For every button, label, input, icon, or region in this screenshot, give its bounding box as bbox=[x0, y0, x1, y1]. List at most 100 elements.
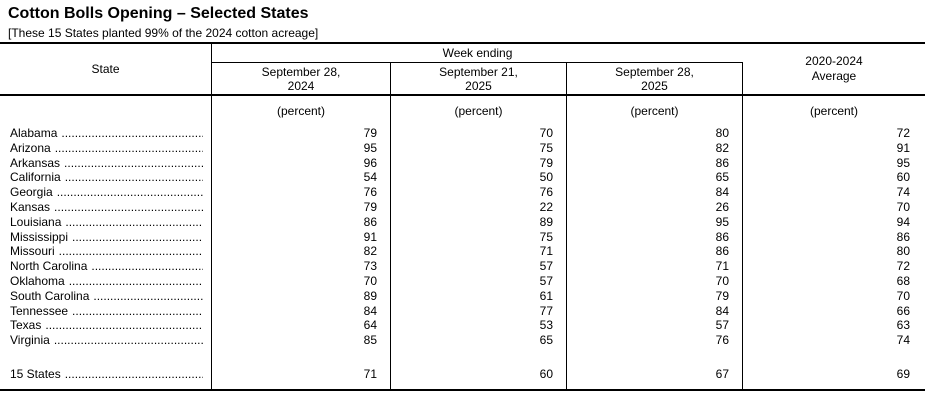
pad-cell bbox=[212, 382, 391, 389]
week-ending-label: Week ending bbox=[212, 44, 743, 63]
value-cell: 65 bbox=[567, 170, 743, 186]
state-name: Tennessee bbox=[10, 303, 69, 318]
state-name: Virginia bbox=[10, 333, 50, 348]
value-cell: 76 bbox=[567, 333, 743, 348]
state-cell: Missouri................................… bbox=[0, 244, 212, 260]
state-cell: Louisiana...............................… bbox=[0, 214, 212, 230]
value-cell: 71 bbox=[567, 259, 743, 274]
value-cell: 71 bbox=[391, 244, 567, 260]
leader-dots: ........................................… bbox=[64, 155, 203, 170]
value-cell: 94 bbox=[896, 214, 910, 229]
value-cell: 60 bbox=[391, 365, 567, 383]
state-name: North Carolina bbox=[10, 259, 88, 274]
value-cell: 73 bbox=[212, 259, 391, 274]
state-name: 15 States bbox=[10, 366, 61, 381]
value-cell: 85 bbox=[212, 333, 391, 348]
table-row: North Carolina..........................… bbox=[0, 259, 925, 274]
unit-cell: (percent) bbox=[391, 96, 567, 126]
table-row: Georgia.................................… bbox=[0, 185, 925, 200]
value-cell: 75 bbox=[391, 229, 567, 245]
state-name: Alabama bbox=[10, 126, 58, 140]
value-cell: 84 bbox=[567, 185, 743, 200]
value-cell: 89 bbox=[391, 214, 567, 230]
value-cell: 54 bbox=[212, 170, 391, 186]
value-cell: 57 bbox=[391, 259, 567, 274]
value-cell: 86 bbox=[567, 155, 743, 171]
state-name: Arkansas bbox=[10, 155, 61, 170]
spacer-cell bbox=[0, 347, 212, 366]
leader-dots: ........................................… bbox=[64, 366, 203, 381]
value-cell: 57 bbox=[567, 318, 743, 334]
state-name: Georgia bbox=[10, 185, 53, 200]
pad-cell bbox=[743, 383, 925, 389]
state-cell: 15 States...............................… bbox=[0, 365, 212, 383]
leader-dots: ........................................… bbox=[64, 170, 203, 185]
column-header-average: 2020-2024 Average bbox=[743, 44, 925, 94]
value-cell: 65 bbox=[391, 333, 567, 348]
value-cell: 72 bbox=[896, 259, 910, 274]
value-cell: 60 bbox=[896, 170, 910, 185]
state-cell: California..............................… bbox=[0, 170, 212, 186]
pad-cell bbox=[391, 382, 567, 389]
value-cell: 74 bbox=[896, 333, 910, 348]
value-cell: 70 bbox=[896, 199, 910, 214]
unit-row: (percent) (percent) (percent) (percent) bbox=[0, 96, 925, 126]
state-name: South Carolina bbox=[10, 288, 90, 303]
value-cell: 80 bbox=[896, 244, 910, 259]
value-cell: 71 bbox=[212, 365, 391, 383]
value-cell: 95 bbox=[896, 155, 910, 170]
leader-dots: ........................................… bbox=[54, 199, 203, 214]
state-cell: Arizona.................................… bbox=[0, 140, 212, 156]
value-cell: 86 bbox=[567, 244, 743, 260]
value-cell: 84 bbox=[567, 303, 743, 319]
table-row: Mississippi.............................… bbox=[0, 229, 925, 245]
value-cell: 79 bbox=[567, 288, 743, 304]
value-cell: 77 bbox=[391, 303, 567, 319]
state-cell: South Carolina..........................… bbox=[0, 288, 212, 304]
value-cell: 22 bbox=[391, 199, 567, 215]
date-line1: September 21, bbox=[439, 64, 518, 79]
state-name: Kansas bbox=[10, 199, 51, 214]
value-cell: 76 bbox=[212, 185, 391, 200]
value-cell: 61 bbox=[391, 288, 567, 304]
state-name: California bbox=[10, 170, 61, 185]
value-cell: 57 bbox=[391, 273, 567, 289]
table-row: Texas...................................… bbox=[0, 318, 925, 334]
value-cell: 67 bbox=[567, 365, 743, 383]
value-cell: 86 bbox=[567, 229, 743, 245]
value-cell: 86 bbox=[896, 229, 910, 244]
value-cell: 64 bbox=[212, 318, 391, 334]
state-name: Texas bbox=[10, 318, 42, 333]
leader-dots: ........................................… bbox=[53, 333, 203, 348]
leader-dots: ........................................… bbox=[54, 140, 203, 155]
value-cell: 74 bbox=[896, 185, 910, 200]
leader-dots: ........................................… bbox=[72, 303, 203, 318]
state-name: Arizona bbox=[10, 140, 51, 155]
column-header-date-1: September 28, 2024 bbox=[212, 63, 391, 94]
value-cell: 91 bbox=[896, 140, 910, 155]
total-row: 15 States...............................… bbox=[0, 365, 925, 383]
table-row: Arkansas................................… bbox=[0, 155, 925, 171]
table-row: Missouri................................… bbox=[0, 244, 925, 260]
unit-cell: (percent) bbox=[809, 104, 859, 118]
state-name: Mississippi bbox=[10, 229, 69, 244]
value-cell: 53 bbox=[391, 318, 567, 334]
value-cell: 86 bbox=[212, 214, 391, 230]
state-cell: Virginia................................… bbox=[0, 333, 212, 348]
table-row: Virginia................................… bbox=[0, 333, 925, 348]
state-cell: Mississippi.............................… bbox=[0, 229, 212, 245]
value-cell: 76 bbox=[391, 185, 567, 200]
unit-cell: (percent) bbox=[212, 96, 391, 126]
value-cell: 80 bbox=[567, 126, 743, 141]
value-cell: 70 bbox=[391, 126, 567, 141]
date-line2: 2025 bbox=[641, 78, 668, 93]
value-cell: 66 bbox=[896, 303, 910, 318]
table-row: South Carolina..........................… bbox=[0, 288, 925, 304]
state-cell: Tennessee...............................… bbox=[0, 303, 212, 319]
column-header-date-2: September 21, 2025 bbox=[391, 63, 567, 94]
value-cell: 79 bbox=[212, 126, 391, 141]
bottom-pad-row bbox=[0, 382, 925, 389]
column-header-date-3: September 28, 2025 bbox=[567, 63, 743, 94]
table-row: Alabama.................................… bbox=[0, 126, 925, 141]
date-headers: September 28, 2024 September 21, 2025 Se… bbox=[212, 63, 743, 94]
